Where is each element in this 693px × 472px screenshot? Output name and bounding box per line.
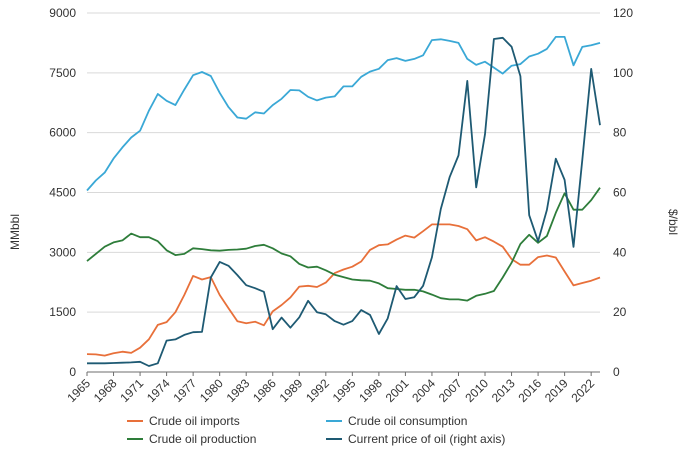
series-lines: [86, 36, 601, 367]
right-tick-label: 80: [613, 126, 627, 140]
right-axis-ticks: 0 20 40 60 80 100 120: [613, 6, 633, 379]
left-axis-ticks: 0 1500 3000 4500 6000 7500 9000: [49, 6, 76, 379]
x-tick-label: 2001: [383, 376, 412, 405]
right-tick-label: 60: [613, 186, 627, 200]
gridlines: [87, 12, 600, 313]
right-axis-title: $/bbl: [666, 209, 680, 235]
x-tick-label: 1968: [91, 376, 120, 405]
x-tick-label: 2016: [515, 376, 544, 405]
x-tick-label: 1995: [330, 376, 359, 405]
right-tick-label: 40: [613, 245, 627, 259]
x-tick-label: 1986: [250, 376, 279, 405]
left-axis-title: MMbbl: [8, 214, 22, 250]
x-axis-ticks: 1965196819711974197719801983198619891992…: [64, 372, 598, 405]
left-tick-label: 1500: [49, 305, 76, 319]
x-tick-label: 1992: [303, 376, 332, 405]
x-tick-label: 2010: [462, 376, 491, 405]
x-tick-label: 2004: [409, 376, 438, 405]
left-tick-label: 0: [69, 365, 76, 379]
x-tick-label: 1965: [64, 376, 93, 405]
x-tick-label: 1977: [170, 376, 199, 405]
x-tick-label: 2007: [436, 376, 465, 405]
x-tick-label: 2013: [489, 376, 518, 405]
left-tick-label: 4500: [49, 186, 76, 200]
left-tick-label: 9000: [49, 6, 76, 20]
x-tick-label: 2019: [542, 376, 571, 405]
series-line-0: [86, 223, 601, 357]
x-tick-label: 2022: [568, 376, 597, 405]
left-tick-label: 6000: [49, 126, 76, 140]
legend-label: Crude oil imports: [149, 414, 240, 428]
left-tick-label: 3000: [49, 245, 76, 259]
x-tick-label: 1980: [197, 376, 226, 405]
x-tick-label: 1998: [356, 376, 385, 405]
x-tick-label: 1983: [224, 376, 253, 405]
x-tick-label: 1974: [144, 376, 173, 405]
right-tick-label: 120: [613, 6, 633, 20]
right-tick-label: 100: [613, 66, 633, 80]
series-line-3: [87, 36, 601, 367]
x-tick-label: 1971: [117, 376, 146, 405]
legend-label: Crude oil consumption: [348, 414, 467, 428]
legend-label: Crude oil production: [149, 432, 256, 446]
left-tick-label: 7500: [49, 66, 76, 80]
series-line-1: [86, 36, 601, 192]
right-tick-label: 0: [613, 365, 620, 379]
legend-label: Current price of oil (right axis): [348, 432, 505, 446]
right-tick-label: 20: [613, 305, 627, 319]
legend: Crude oil imports Crude oil consumption Cr…: [127, 414, 505, 446]
series-line-2: [86, 187, 601, 302]
x-tick-label: 1989: [277, 376, 306, 405]
